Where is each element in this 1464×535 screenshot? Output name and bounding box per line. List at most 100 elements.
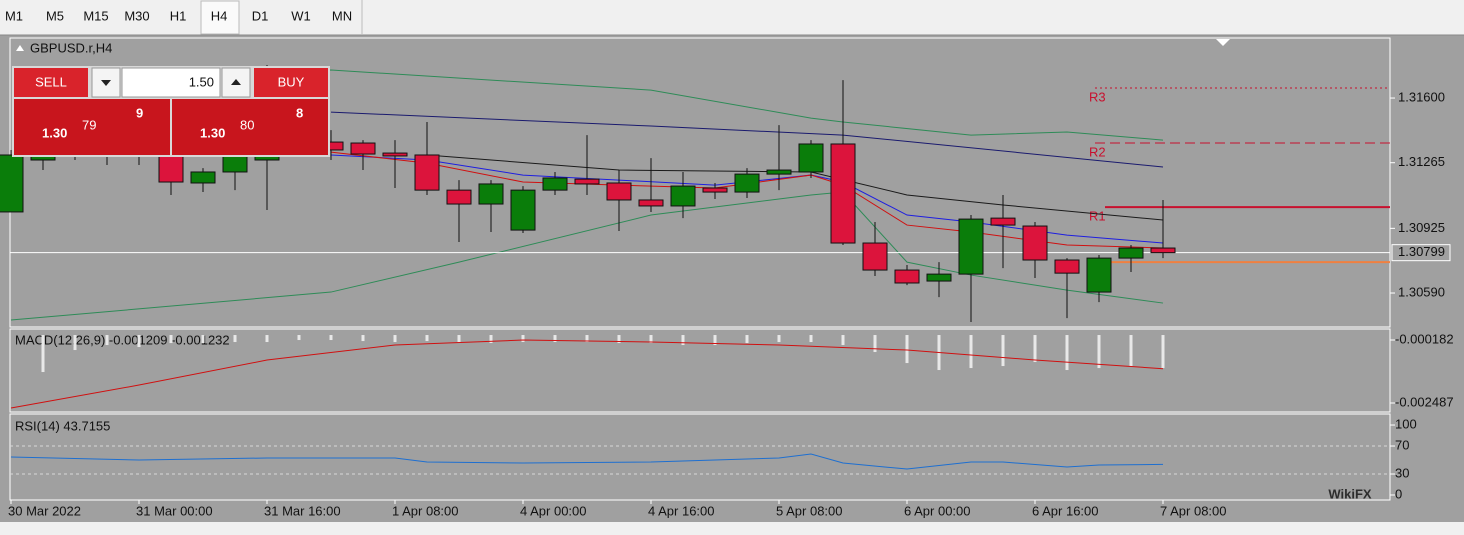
candle-body [926,273,952,282]
indicator-line [330,111,1164,168]
volume-value[interactable]: 1.50 [189,74,214,89]
candle-body [510,189,536,231]
x-tick-label: 4 Apr 00:00 [520,503,587,518]
timeframe-button[interactable]: M15 [83,8,108,23]
macd-pane [9,328,1391,413]
candle-body [190,171,216,184]
rsi-pane [9,413,1391,501]
candle-body [894,269,920,284]
y-tick-label: -0.002487 [1395,394,1454,409]
timeframe-button[interactable]: MN [332,8,352,23]
x-tick-label: 1 Apr 08:00 [392,503,459,518]
timeframe-button[interactable]: W1 [291,8,311,23]
timeframe-button[interactable]: H1 [170,8,187,23]
indicator-line [10,191,1164,321]
buy-label[interactable]: BUY [278,74,305,89]
pivot-label: R1 [1089,209,1106,224]
candle-body [0,154,24,213]
x-tick-label: 30 Mar 2022 [8,503,81,518]
candle-body [222,154,248,173]
candle-body [158,154,184,183]
candle-body [1022,225,1048,261]
timeframe-button[interactable]: M1 [5,8,23,23]
x-tick-label: 7 Apr 08:00 [1160,503,1227,518]
current-price-box [1391,244,1451,262]
bid-box[interactable] [14,99,170,155]
volume-input[interactable] [121,67,221,98]
y-tick-label: 1.31265 [1398,154,1445,169]
ask-box[interactable] [172,99,328,155]
candle-body [798,143,824,173]
candle-body [958,218,984,275]
bid-big: 1.30 [42,125,67,140]
candle-body [446,189,472,205]
rsi-label: RSI(14) 43.7155 [15,418,110,433]
plot: M1 M5 M15 M30 H1 H4 D1 W1 MN 1.31600 1.31265 1.3092… [0,0,1454,518]
shift-marker [1216,39,1230,46]
candle-body [702,187,728,193]
up-arrow [231,79,241,85]
timeframe-button[interactable]: M5 [46,8,64,23]
candle-body [574,178,600,185]
ask-pips: 80 [240,117,254,132]
tab-strip [0,522,1464,535]
x-tick-label: 31 Mar 16:00 [264,503,341,518]
candle-body [638,199,664,207]
y-tick-label: -0.000182 [1395,331,1454,346]
x-tick-label: 4 Apr 16:00 [648,503,715,518]
rsi-line [10,453,1164,470]
current-price-label: 1.30799 [1398,244,1445,259]
candle-body [1150,247,1176,254]
macd-signal [10,339,1164,409]
candle-body [414,154,440,191]
ask-big: 1.30 [200,125,225,140]
y-tick-label: 1.31600 [1398,89,1445,104]
bid-pips: 79 [82,117,96,132]
candle-body [830,143,856,244]
candle-body [1118,247,1144,259]
x-tick-label: 6 Apr 00:00 [904,503,971,518]
y-tick-label: 0 [1395,486,1402,501]
y-tick-label: 30 [1395,465,1409,480]
y-tick-label: 1.30590 [1398,284,1445,299]
candle-body [862,242,888,271]
timeframe-button[interactable]: M30 [124,8,149,23]
y-tick-label: 1.30925 [1398,220,1445,235]
watermark: WikiFX [1328,486,1372,501]
candle-body [1054,259,1080,274]
sell-button[interactable] [14,68,88,97]
sell-label[interactable]: SELL [35,74,67,89]
candle-body [990,217,1016,226]
y-tick-label: 100 [1395,416,1417,431]
candle-body [478,183,504,205]
macd-label: MACD(12,26,9) -0.001209 -0.001232 [15,332,230,347]
down-arrow [101,80,111,86]
ask-point: 8 [296,105,303,120]
candle-body [1086,257,1112,293]
timeframe-button[interactable]: H4 [211,8,228,23]
symbol-label: GBPUSD.r,H4 [30,40,112,55]
x-tick-label: 6 Apr 16:00 [1032,503,1099,518]
x-tick-label: 31 Mar 00:00 [136,503,213,518]
candle-body [606,182,632,201]
collapse-icon [16,45,24,51]
candle-body [382,152,408,157]
x-tick-label: 5 Apr 08:00 [776,503,843,518]
toolbar [0,0,1464,35]
buy-button[interactable] [254,68,328,97]
y-tick-label: 70 [1395,437,1409,452]
pivot-label: R3 [1089,89,1106,104]
timeframe-button[interactable]: D1 [252,8,269,23]
candle-body [766,169,792,175]
bid-point: 9 [136,105,143,120]
trade-panel: SELL 1.50 BUY 1.30 79 9 1.30 80 8 [12,66,330,157]
timeframe-selected [200,0,240,35]
candle-body [350,142,376,155]
candle-body [670,185,696,207]
indicator-line [106,69,1164,141]
candle-body [542,177,568,191]
candle-body [734,173,760,193]
pivot-label: R2 [1089,144,1106,159]
